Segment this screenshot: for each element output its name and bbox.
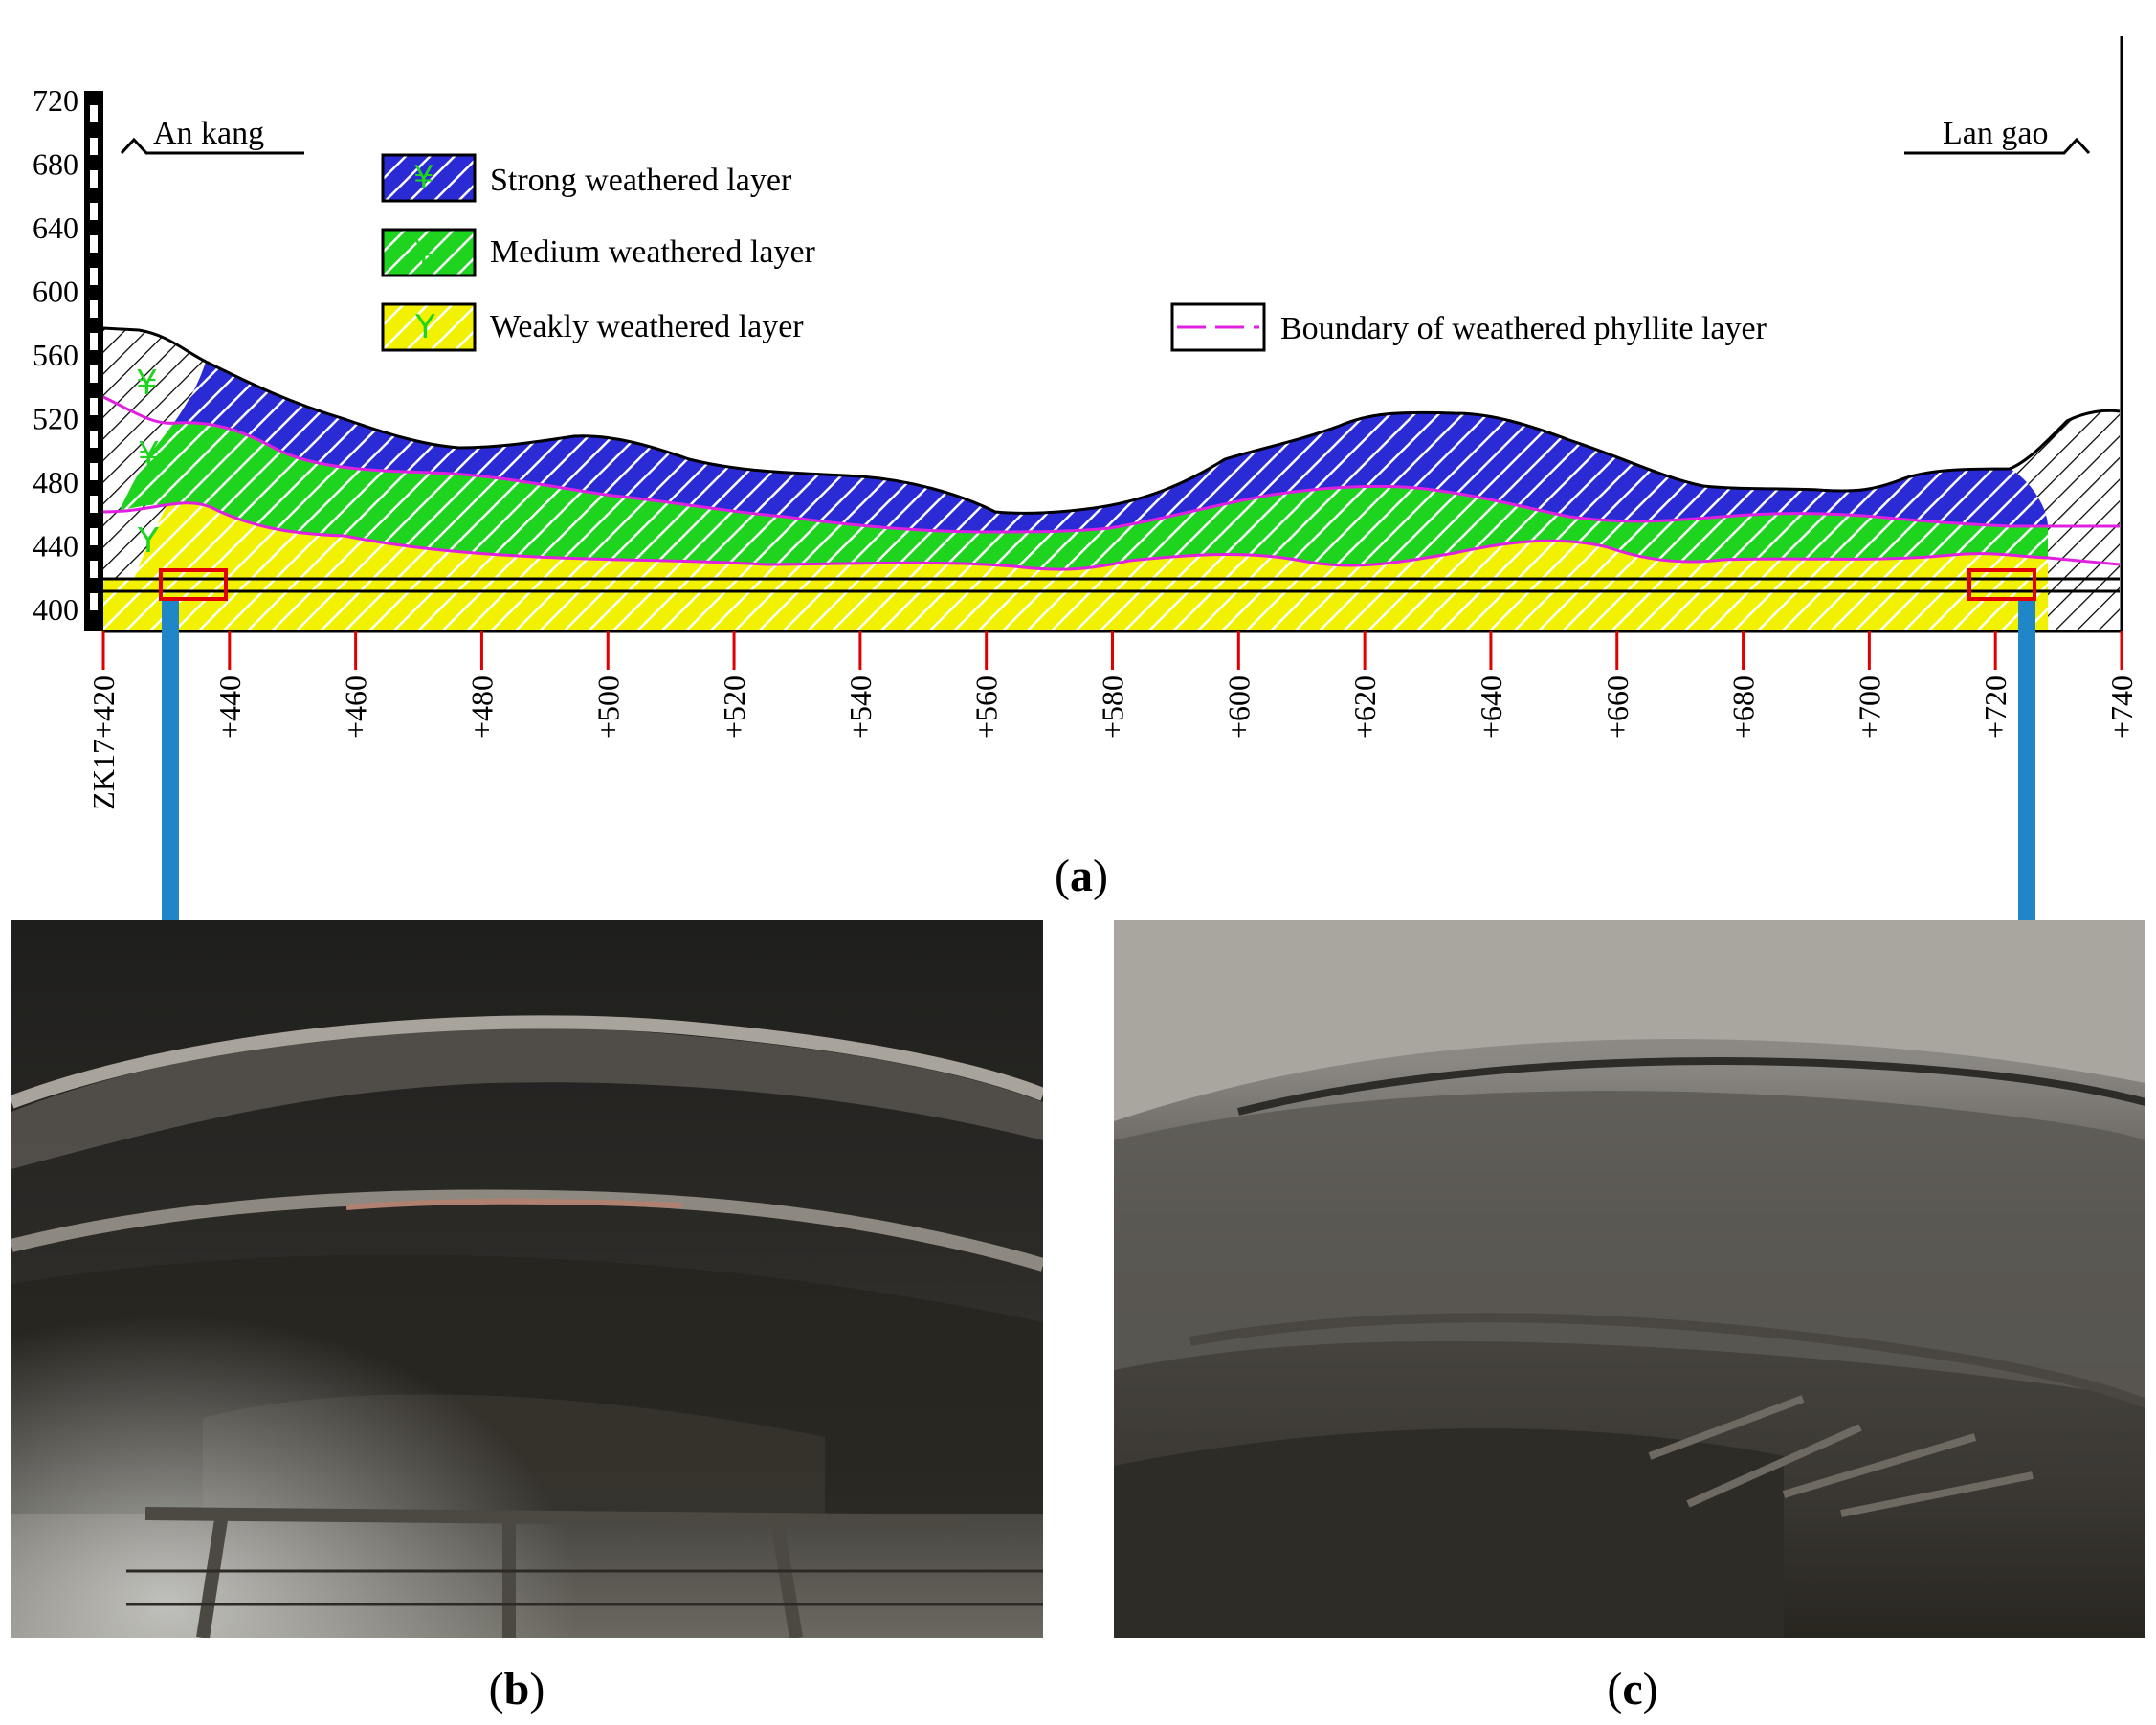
legend-weak-label: Weakly weathered layer <box>490 309 804 344</box>
y-tick-label: 400 <box>33 592 78 627</box>
elevation-bar-segment <box>90 398 98 415</box>
marker-box-left <box>159 568 228 601</box>
an-kang-label: An kang <box>153 116 264 151</box>
elevation-bar-segment <box>90 593 98 610</box>
elevation-bar-segment <box>90 268 98 285</box>
medium-layer <box>103 397 2048 570</box>
x-tick-label: +440 <box>212 675 247 739</box>
x-tick-label: +640 <box>1474 675 1508 739</box>
elevation-bar-segment <box>90 138 98 155</box>
legend-medium-label: Medium weathered layer <box>490 234 816 270</box>
y-tick-label: 720 <box>33 83 78 118</box>
photo-c-image <box>1114 920 2145 1638</box>
strong-layer <box>103 328 2120 532</box>
y-tick-label: 640 <box>33 210 78 245</box>
elevation-bar-segment <box>90 333 98 350</box>
weak-weathered-icon: Y <box>414 308 435 346</box>
legend-weak: Y Weakly weathered layer <box>381 302 804 352</box>
x-tick-label: +460 <box>339 675 373 739</box>
elevation-bar-segment <box>90 235 98 253</box>
elevation-bar-segment <box>90 365 98 383</box>
x-tick-label: +560 <box>969 675 1004 739</box>
elevation-bar-segment <box>90 170 98 188</box>
x-tick-label: +680 <box>1726 675 1761 739</box>
x-tick-label: +720 <box>1978 675 2012 739</box>
x-axis: ZK17+420 +440 +460 +480 +500 +520 +540 +560 +580… <box>86 631 2139 810</box>
weak-layer <box>103 502 2048 631</box>
elevation-bar-segment <box>90 431 98 448</box>
caption-b: (b) <box>488 1664 545 1714</box>
y-tick-label: 600 <box>33 275 78 309</box>
legend-strong: ¥ Strong weathered layer <box>381 153 792 203</box>
caption-a-letter: a <box>1070 851 1093 901</box>
elevation-bar <box>84 91 103 631</box>
photo-c <box>1114 920 2145 1638</box>
left-lower-zone <box>103 504 167 579</box>
weak-layer-symbol: Y <box>137 521 160 561</box>
strong-weathered-icon: ¥ <box>413 159 434 197</box>
photo-b <box>11 920 1043 1638</box>
caption-a: (a) <box>1055 851 1108 901</box>
y-tick-label: 560 <box>33 338 78 372</box>
an-kang-marker: An kang <box>120 116 304 155</box>
medium-layer-symbol: ¥ <box>138 435 160 475</box>
legend-boundary-label: Boundary of weathered phyllite layer <box>1280 311 1767 346</box>
elevation-bar-segment <box>90 496 98 513</box>
y-tick-label: 440 <box>33 529 78 564</box>
x-tick-label: +500 <box>590 675 625 739</box>
photo-b-image <box>11 920 1043 1638</box>
x-tick-label: +700 <box>1852 675 1886 739</box>
x-tick-label: +740 <box>2104 675 2139 739</box>
lan-gao-marker: Lan gao <box>1904 116 2091 155</box>
x-tick-label: +540 <box>843 675 878 739</box>
caption-c: (c) <box>1607 1664 1658 1714</box>
y-tick-label: 520 <box>33 402 78 436</box>
strong-layer-symbol: ¥ <box>136 364 158 403</box>
legend-boundary: Boundary of weathered phyllite layer <box>1170 302 1767 352</box>
elevation-bar-segment <box>90 463 98 480</box>
y-tick-label: 480 <box>33 465 78 499</box>
elevation-bar-segment <box>90 561 98 578</box>
y-axis: 720 680 640 600 560 520 480 440 400 <box>33 83 78 627</box>
legend: ¥ Strong weathered layer ¥ Medium weathe… <box>381 153 1767 352</box>
x-tick-label: +520 <box>717 675 751 739</box>
y-tick-label: 680 <box>33 147 78 182</box>
legend-medium: ¥ Medium weathered layer <box>381 228 816 277</box>
boundary-line-upper <box>102 395 2120 534</box>
x-tick-label: +580 <box>1096 675 1130 739</box>
elevation-bar-segment <box>90 528 98 545</box>
elevation-bar-segment <box>90 203 98 220</box>
x-tick-label: ZK17+420 <box>86 675 121 810</box>
elevation-bar-segment <box>90 300 98 318</box>
lan-gao-label: Lan gao <box>1943 116 2048 151</box>
x-tick-label: +620 <box>1347 675 1382 739</box>
legend-strong-label: Strong weathered layer <box>490 163 792 198</box>
x-tick-label: +660 <box>1600 675 1634 739</box>
x-tick-label: +600 <box>1221 675 1256 739</box>
elevation-bar-segment <box>90 105 98 122</box>
right-hatched-zone <box>2010 410 2120 631</box>
caption-c-letter: c <box>1622 1664 1643 1714</box>
ground-surface-line <box>102 326 2121 515</box>
medium-weathered-icon: ¥ <box>413 233 434 272</box>
left-hatched-zone <box>103 328 206 550</box>
caption-b-letter: b <box>503 1664 530 1714</box>
marker-box-right <box>1967 568 2036 601</box>
boundary-line-lower <box>102 501 2121 571</box>
x-tick-label: +480 <box>464 675 499 739</box>
